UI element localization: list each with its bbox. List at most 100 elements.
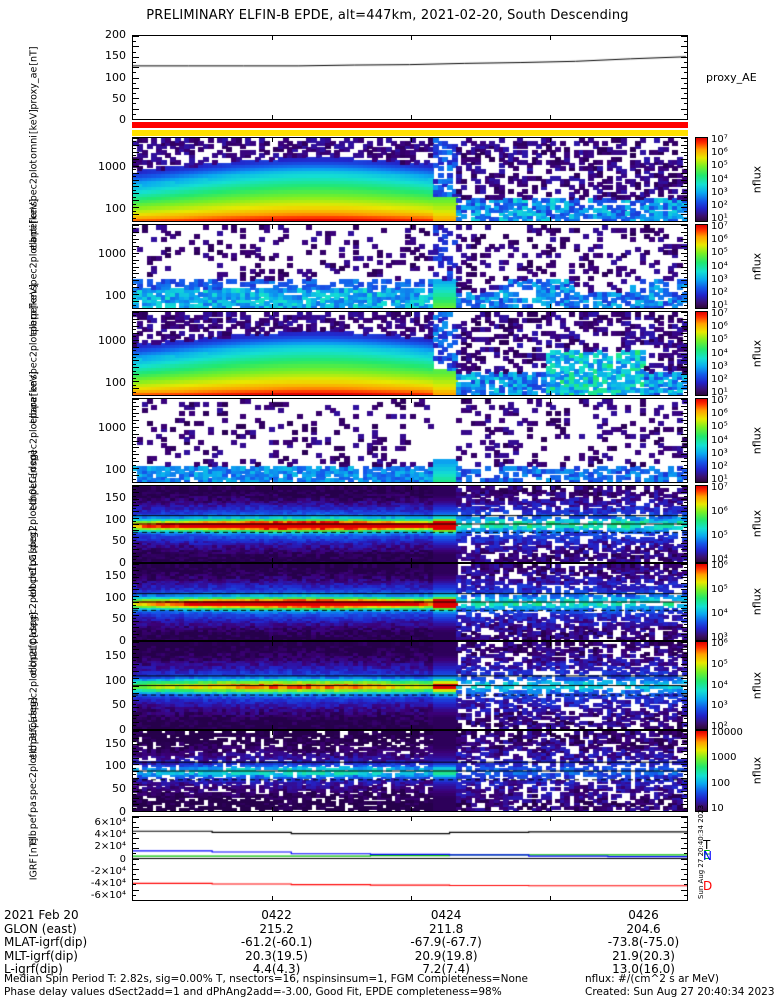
colorbar-pa_ch1lc [695, 563, 708, 641]
colorbar-tick-en_perp-4: 10³ [711, 360, 728, 372]
ytick-pa_ch1lc-0: 0 [119, 634, 126, 647]
ytick-igrf-0: -6×10⁴ [90, 889, 126, 901]
panel-pa_ch3lc [132, 730, 688, 812]
spectrogram-pa_ch1lc [133, 564, 687, 640]
xaxis-value-0-0: 0422 [261, 908, 292, 922]
ytick-pa_ch2lc-1: 50 [112, 698, 126, 712]
ylabel-line: spec2plot [28, 753, 39, 801]
ytick-igrf-6: 6×10⁴ [94, 817, 126, 829]
colorbar-tick-en_anti-0: 10⁷ [711, 220, 728, 232]
spectrogram-en_para [133, 399, 687, 482]
ylabel-line: [keV] [28, 370, 39, 396]
xaxis-value-3-0: 20.3(19.5) [245, 948, 308, 963]
ylabel-line: [keV] [28, 198, 39, 224]
ytick-proxy_ae-3: 150 [105, 49, 126, 63]
ylabel-line: ch2LC [28, 638, 39, 668]
spectrogram-pa_ch0lc [133, 486, 687, 562]
ytick-pa_ch0lc-2: 100 [105, 512, 126, 526]
colorbar-tick-pa_ch1lc-1: 10⁵ [711, 583, 728, 595]
colorbar-tick-en_omni-4: 10³ [711, 186, 728, 198]
ytick-pa_ch3lc-2: 100 [105, 759, 126, 773]
ytick-proxy_ae-0: 0 [119, 113, 126, 126]
colorbar-tick-en_anti-4: 10³ [711, 273, 728, 285]
ytick-igrf-4: 2×10⁴ [94, 841, 126, 853]
colorbar-tick-pa_ch2lc-1: 10⁵ [711, 658, 728, 670]
colorbar-tick-en_perp-0: 10⁷ [711, 307, 728, 319]
ylabel-line: IGRF [28, 857, 39, 880]
colorbar-tick-pa_ch2lc-3: 10³ [711, 700, 728, 712]
ylabel-igrf: IGRF [nT] [27, 816, 41, 901]
ylabel-pa_ch3lc: elb pef pa spec2plot ch3LC [deg] [27, 697, 41, 844]
ytick-pa_ch0lc-3: 150 [105, 491, 126, 504]
footer-right-line1: nflux: #/(cm^2 s ar MeV) [585, 973, 719, 985]
ylabel-line: para [28, 396, 39, 419]
colorbar-pa_ch0lc [695, 485, 708, 563]
ylabel-line: spec2plot [28, 243, 39, 290]
igrf-legend-igrf_T: T [703, 837, 711, 852]
page-title: PRELIMINARY ELFIN-B EPDE, alt=447km, 202… [146, 8, 629, 23]
ylabel-line: ch1LC [28, 554, 39, 584]
ytick-en_omni-0: 100 [105, 202, 126, 216]
xaxis-row-label-0: 2021 Feb 20 [4, 908, 79, 922]
colorbar-tick-pa_ch3lc-1: 1000 [711, 752, 737, 764]
ylabel-line: proxy_ae [28, 66, 39, 110]
colorbar-tick-pa_ch0lc-0: 10⁷ [711, 481, 728, 493]
colorbar-tick-en_anti-1: 10⁶ [711, 234, 728, 246]
status-bar-yellow [132, 130, 688, 136]
colorbar-tick-en_perp-1: 10⁶ [711, 321, 728, 333]
colorbar-tick-en_para-4: 10³ [711, 447, 728, 459]
colorbar-tick-pa_ch1lc-0: 10⁶ [711, 559, 728, 571]
xaxis-value-2-0: -61.2(-60.1) [240, 935, 313, 949]
ylabel-line: omni [28, 134, 39, 159]
colorbar-tick-en_para-1: 10⁶ [711, 408, 728, 420]
ylabel-line: [deg] [28, 611, 39, 638]
ylabel-line: perp [28, 309, 39, 332]
xaxis-value-4-2: 13.0(16.0) [612, 962, 675, 976]
ytick-pa_ch3lc-1: 50 [112, 782, 126, 796]
xaxis-row-label-1: GLON (east) [4, 921, 77, 936]
colorbar-tick-pa_ch2lc-4: 10² [711, 720, 728, 732]
colorbar-tick-en_anti-5: 10² [711, 286, 728, 298]
ytick-pa_ch2lc-0: 0 [119, 723, 126, 736]
lineplot-igrf [133, 817, 687, 900]
ylabel-line: [deg] [28, 450, 39, 476]
colorbar-tick-pa_ch3lc-0: 10000 [711, 726, 743, 738]
xaxis-value-3-2: 21.9(20.3) [612, 948, 675, 963]
colorbar-title-pa_ch0lc: nflux [750, 509, 764, 538]
colorbar-title-en_perp: nflux [750, 339, 764, 367]
colorbar-en_perp [695, 311, 708, 396]
panel-en_para [132, 398, 688, 483]
xaxis-value-1-2: 204.6 [626, 921, 661, 936]
ytick-pa_ch1lc-3: 150 [105, 569, 126, 582]
colorbar-tick-pa_ch0lc-2: 10⁵ [711, 530, 728, 542]
colorbar-title-pa_ch1lc: nflux [750, 587, 764, 616]
xaxis-value-2-2: -73.8(-75.0) [607, 935, 680, 949]
colorbar-tick-en_perp-6: 10¹ [711, 387, 728, 399]
colorbar-tick-en_para-3: 10⁴ [711, 434, 728, 446]
colorbar-title-en_para: nflux [750, 426, 764, 454]
colorbar-tick-pa_ch1lc-3: 10³ [711, 632, 728, 644]
colorbar-title-pa_ch3lc: nflux [750, 756, 764, 785]
colorbar-title-pa_ch2lc: nflux [750, 671, 764, 699]
ytick-en_perp-1: 1000 [98, 333, 126, 347]
xaxis-row-label-4: L-igrf(dip) [4, 962, 63, 976]
xaxis-value-4-1: 7.2(7.4) [422, 962, 470, 976]
colorbar-tick-en_para-0: 10⁷ [711, 394, 728, 406]
xaxis-value-1-1: 211.8 [428, 921, 464, 936]
ytick-pa_ch1lc-1: 50 [112, 612, 126, 626]
ytick-en_para-1: 1000 [98, 420, 126, 434]
footer-left-line1: Median Spin Period T: 2.82s, sig=0.00% T… [4, 973, 528, 985]
ylabel-line: [nT] [28, 45, 39, 66]
ytick-en_perp-0: 100 [105, 376, 126, 390]
ytick-en_omni-1: 1000 [98, 159, 126, 173]
ytick-pa_ch1lc-2: 100 [105, 590, 126, 604]
ytick-igrf-3: 0 [119, 853, 126, 865]
ytick-en_anti-0: 100 [105, 289, 126, 303]
ytick-igrf-2: -2×10⁴ [90, 865, 126, 877]
spectrogram-en_anti [133, 225, 687, 308]
colorbar-tick-en_anti-2: 10⁵ [711, 247, 728, 259]
colorbar-tick-en_anti-3: 10⁴ [711, 260, 728, 272]
panel-igrf [132, 816, 688, 901]
ytick-pa_ch0lc-0: 0 [119, 556, 126, 569]
colorbar-tick-pa_ch0lc-1: 10⁶ [711, 505, 728, 517]
